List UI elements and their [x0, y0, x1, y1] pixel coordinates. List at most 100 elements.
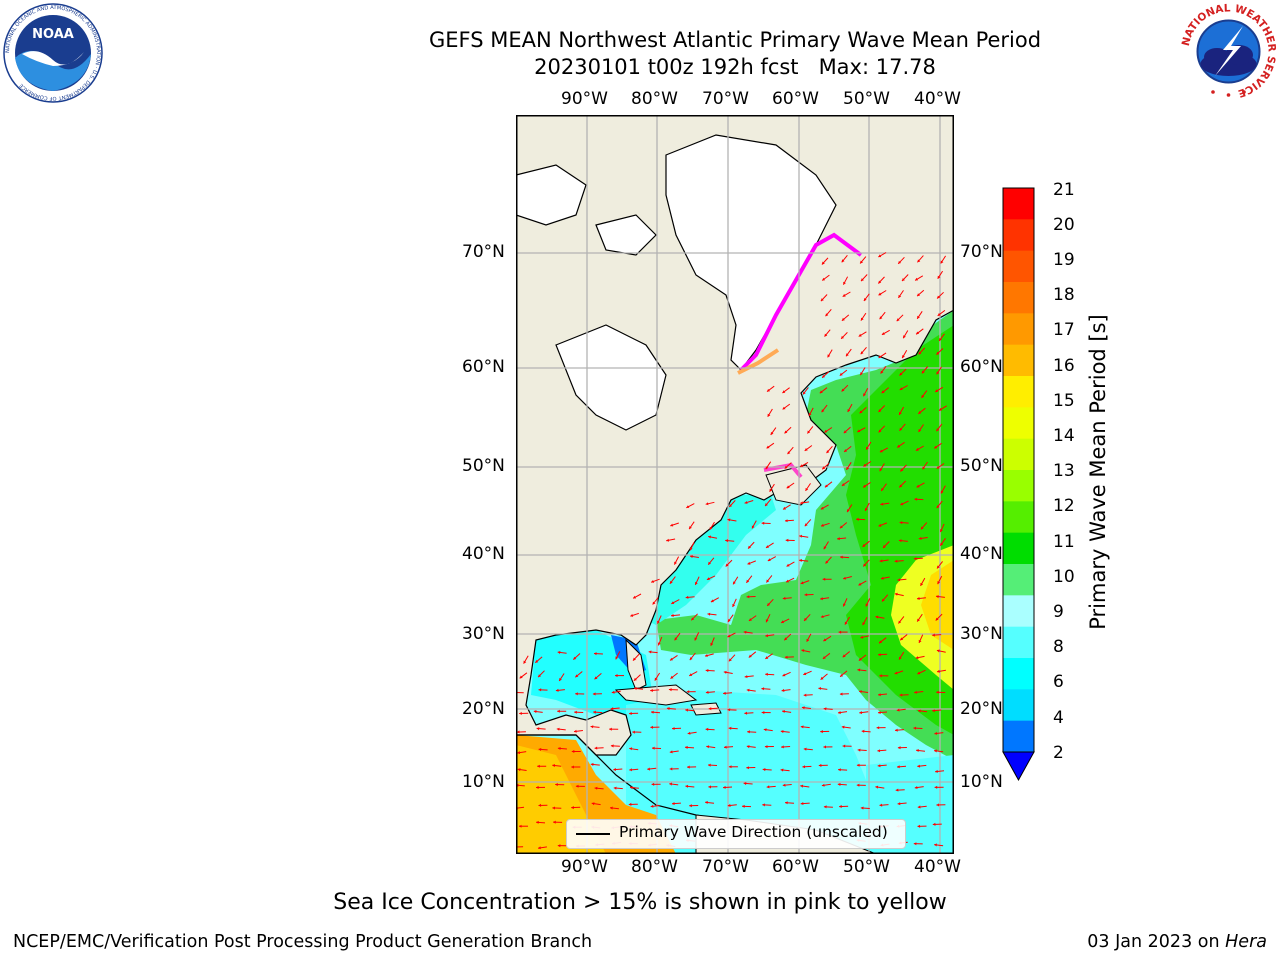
wave-arrow-head — [687, 731, 691, 735]
wave-arrow-head — [669, 750, 673, 754]
colorbar-segment — [1003, 626, 1034, 659]
colorbar-segment — [1003, 720, 1034, 753]
wave-arrow-head — [844, 449, 848, 452]
lon-label: 60°W — [772, 89, 819, 109]
wave-arrow-head — [822, 577, 826, 581]
lon-label: 80°W — [631, 89, 678, 109]
wave-arrow-head — [936, 595, 939, 599]
colorbar-segment — [1003, 470, 1034, 502]
wave-arrow-head — [743, 630, 747, 634]
wave-arrow-head — [766, 785, 770, 789]
wave-arrow-head — [935, 769, 938, 773]
wave-arrow-head — [610, 744, 614, 748]
wave-arrow-head — [727, 634, 731, 638]
wave-arrow-head — [917, 597, 920, 600]
lon-label: 50°W — [843, 89, 890, 109]
wave-arrow-head — [837, 537, 840, 541]
wave-arrow-head — [879, 468, 883, 472]
wave-arrow-head — [765, 672, 768, 676]
wave-arrow-head — [672, 802, 675, 806]
wave-arrow-head — [687, 765, 690, 769]
wave-arrow-head — [899, 411, 902, 415]
wave-arrow-head — [844, 621, 848, 625]
wave-arrow-head — [537, 764, 540, 768]
wave-arrow-head — [781, 745, 784, 749]
wave-arrow-head — [611, 690, 615, 694]
lon-label: 90°W — [561, 857, 608, 877]
wave-arrow-head — [862, 622, 866, 626]
wave-arrow-head — [878, 254, 882, 258]
wave-arrow-head — [517, 768, 521, 772]
wave-arrow-head — [685, 784, 689, 788]
wave-arrow-head — [804, 617, 807, 621]
wave-arrow-head — [917, 618, 920, 622]
wave-arrow-head — [914, 786, 918, 789]
wave-arrow-head — [732, 604, 736, 607]
colorbar-segment — [1003, 658, 1034, 690]
wave-arrow-head — [689, 804, 692, 808]
wave-arrow-head — [765, 619, 769, 623]
wave-arrow-head — [725, 563, 729, 567]
map-frame — [516, 115, 954, 854]
wave-arrow-head — [725, 539, 728, 543]
wave-arrow-head — [800, 581, 804, 585]
wave-arrow-head — [784, 465, 788, 469]
colorbar-frame — [1002, 187, 1035, 753]
wave-arrow-head — [918, 351, 922, 355]
wave-arrow-head — [917, 764, 921, 768]
wave-arrow-head — [685, 595, 689, 599]
wave-arrow-head — [820, 615, 824, 618]
wave-arrow-head — [914, 497, 917, 501]
wave-arrow-head — [916, 484, 920, 488]
wave-arrow-head — [695, 581, 698, 585]
wave-arrow-head — [936, 465, 940, 469]
wave-arrow-head — [841, 725, 845, 729]
colorbar-segment — [1003, 689, 1034, 722]
wave-arrow-head — [590, 762, 594, 766]
wave-arrow-head — [879, 449, 883, 453]
wave-arrow-head — [710, 599, 714, 603]
wave-arrow-head — [903, 335, 906, 339]
wave-arrow-head — [538, 846, 541, 850]
wave-arrow-head — [743, 782, 747, 786]
colorbar-segment — [1003, 501, 1034, 534]
wave-arrow-head — [940, 260, 944, 264]
wave-arrow-head — [575, 674, 579, 678]
wave-arrow-head — [841, 317, 845, 321]
wave-arrow-head — [536, 727, 540, 731]
colorbar-tick: 6 — [1053, 672, 1064, 692]
wave-arrow-head — [808, 412, 812, 416]
wave-arrow-head — [668, 688, 672, 692]
wave-arrow-head — [706, 577, 710, 580]
wave-arrow-head — [648, 650, 652, 654]
wave-arrow-head — [552, 764, 555, 768]
wave-arrow-head — [859, 410, 863, 414]
wave-arrow-head — [766, 545, 769, 548]
wave-arrow-head — [613, 767, 616, 771]
footer-credit: NCEP/EMC/Verification Post Processing Pr… — [13, 932, 593, 952]
wave-arrow-head — [517, 751, 521, 755]
wave-arrow-head — [650, 725, 653, 729]
wave-arrow-head — [786, 563, 790, 567]
wave-arrow-head — [878, 693, 881, 697]
lat-label: 10°N — [462, 772, 505, 792]
wave-arrow-head — [825, 313, 829, 317]
wave-arrow-head — [822, 374, 825, 378]
wave-arrow-head — [764, 745, 768, 749]
wave-arrow-head — [765, 634, 769, 638]
wave-arrow-head — [780, 768, 784, 772]
wave-arrow-head — [895, 728, 898, 732]
wave-arrow-head — [573, 656, 577, 660]
wave-arrow-head — [823, 546, 827, 550]
wave-arrow-head — [894, 592, 898, 596]
wave-arrow-head — [610, 806, 613, 810]
wave-arrow-head — [647, 767, 650, 771]
wave-arrow-head — [705, 690, 709, 694]
noaa-logo-text: NOAA — [32, 27, 74, 42]
wave-arrow-head — [782, 596, 786, 600]
wave-arrow-head — [823, 638, 827, 642]
wave-arrow-head — [913, 842, 917, 846]
wave-arrow-head — [765, 503, 768, 507]
wave-arrow-head — [727, 518, 731, 522]
wave-arrow-head — [799, 534, 802, 538]
